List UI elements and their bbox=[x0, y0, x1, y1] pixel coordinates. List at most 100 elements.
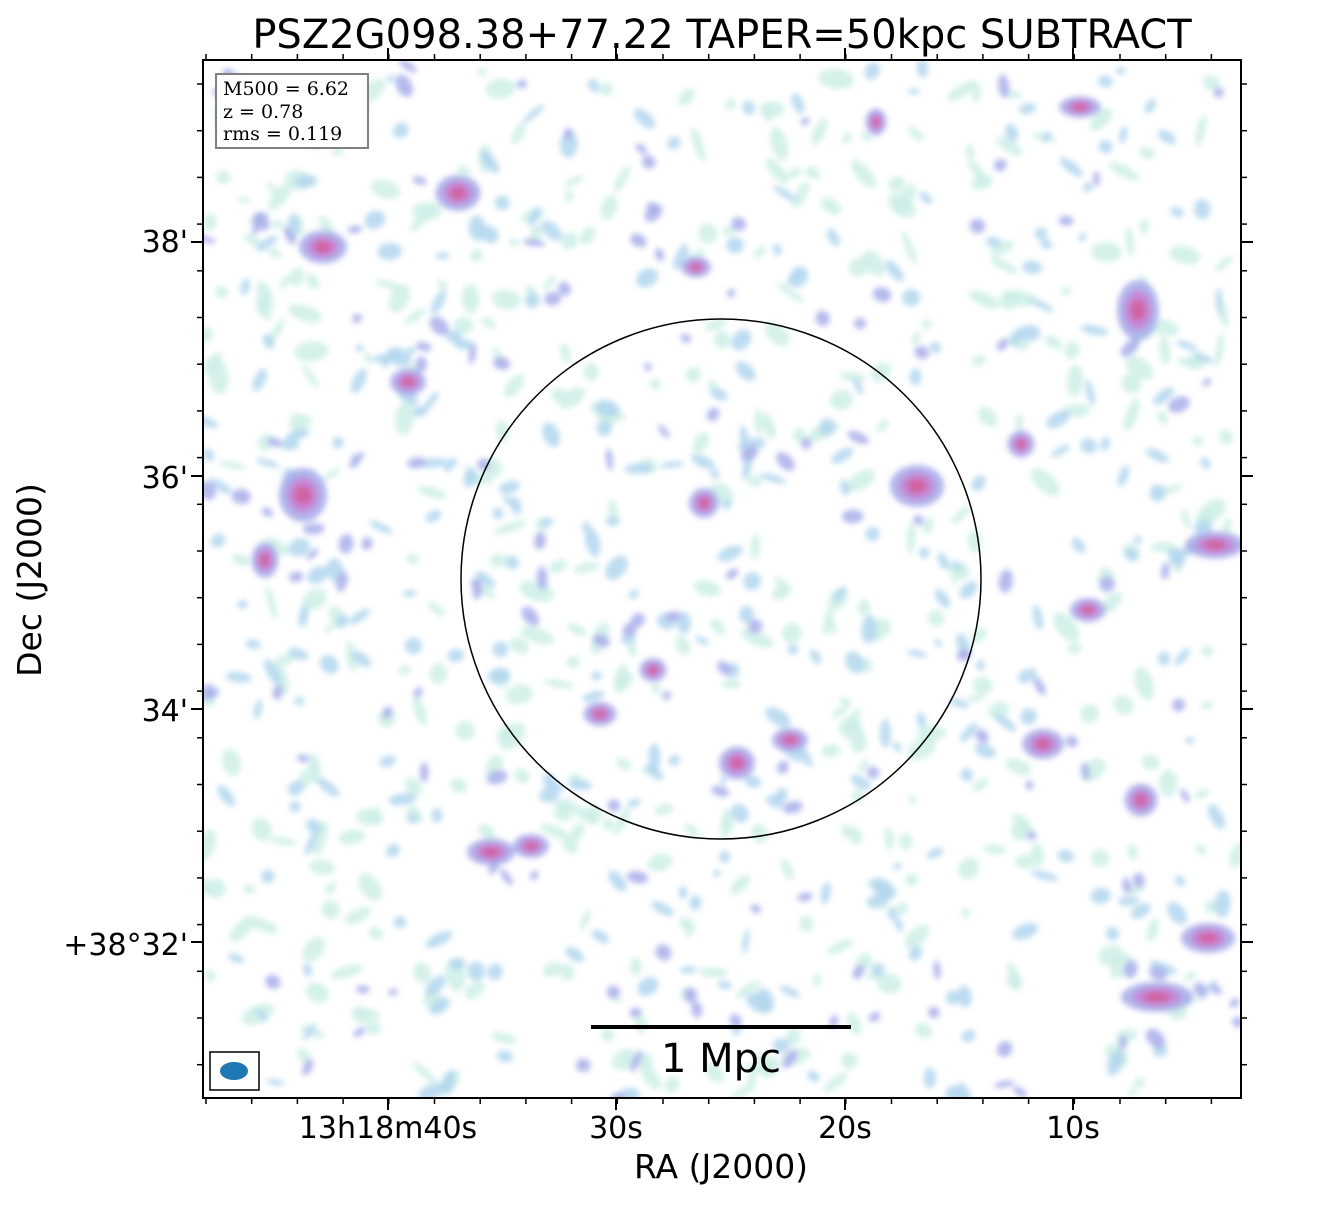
emission-blob bbox=[415, 342, 432, 352]
emission-blob bbox=[218, 461, 247, 470]
emission-blob bbox=[872, 287, 892, 303]
emission-blob bbox=[361, 537, 373, 550]
emission-blob bbox=[904, 924, 930, 948]
emission-blob bbox=[264, 659, 282, 686]
emission-blob bbox=[305, 982, 330, 1003]
emission-blob bbox=[952, 561, 962, 570]
emission-blob bbox=[712, 869, 721, 878]
emission-blob bbox=[678, 886, 688, 899]
emission-blob bbox=[336, 614, 349, 628]
emission-blob bbox=[379, 755, 397, 767]
emission-blob bbox=[717, 980, 732, 990]
emission-blob bbox=[344, 907, 371, 925]
emission-blob bbox=[1093, 171, 1100, 187]
emission-blob bbox=[1051, 444, 1071, 458]
emission-blob bbox=[523, 104, 545, 124]
emission-blob bbox=[257, 289, 271, 315]
emission-blob bbox=[1200, 701, 1214, 710]
emission-blob bbox=[1146, 918, 1159, 942]
emission-blob bbox=[595, 399, 620, 417]
emission-blob bbox=[1015, 854, 1035, 869]
y-tick-label-36: 36' bbox=[142, 461, 188, 496]
emission-blob bbox=[951, 505, 972, 525]
emission-blob bbox=[737, 437, 766, 452]
emission-blob bbox=[496, 1050, 514, 1063]
emission-blob bbox=[288, 571, 304, 583]
emission-blob bbox=[267, 437, 282, 448]
emission-blob bbox=[872, 117, 880, 127]
emission-blob bbox=[283, 226, 296, 245]
emission-blob bbox=[222, 748, 241, 777]
emission-blob bbox=[1167, 902, 1188, 925]
emission-blob bbox=[913, 514, 924, 526]
emission-blob bbox=[312, 821, 328, 856]
emission-blob bbox=[799, 915, 814, 932]
emission-blob bbox=[781, 623, 802, 644]
emission-blob bbox=[260, 553, 270, 567]
emission-blob bbox=[288, 304, 322, 323]
emission-blob bbox=[1195, 844, 1207, 855]
emission-blob bbox=[901, 231, 918, 265]
x-tick-label-10s: 10s bbox=[1046, 1111, 1100, 1146]
y-tick-label-34: 34' bbox=[142, 694, 188, 729]
emission-blob bbox=[514, 768, 530, 784]
emission-blob bbox=[934, 639, 943, 648]
emission-blob bbox=[781, 859, 794, 881]
emission-blob bbox=[272, 684, 284, 700]
emission-blob bbox=[831, 447, 854, 464]
emission-blob bbox=[651, 683, 662, 695]
emission-blob bbox=[274, 654, 295, 666]
emission-blob bbox=[1176, 357, 1201, 368]
emission-blob bbox=[823, 607, 834, 636]
emission-blob bbox=[1159, 769, 1178, 798]
emission-blob bbox=[948, 698, 970, 708]
emission-blob bbox=[256, 235, 278, 252]
emission-blob bbox=[1115, 66, 1126, 75]
emission-blob bbox=[1185, 736, 1195, 745]
emission-blob bbox=[721, 678, 741, 689]
emission-blob bbox=[620, 633, 636, 645]
emission-blob bbox=[1080, 438, 1098, 454]
emission-blob bbox=[1017, 668, 1037, 684]
emission-blob bbox=[731, 329, 752, 351]
plot-frame bbox=[202, 59, 1242, 1099]
emission-blob bbox=[1053, 612, 1080, 642]
emission-blob bbox=[1014, 414, 1024, 431]
emission-blob bbox=[1029, 297, 1054, 313]
emission-blob bbox=[719, 851, 731, 863]
emission-blob bbox=[560, 232, 578, 250]
emission-blob bbox=[208, 478, 233, 495]
emission-blob bbox=[739, 605, 755, 624]
emission-blob bbox=[698, 497, 710, 509]
emission-blob bbox=[395, 74, 413, 97]
emission-blob bbox=[635, 143, 648, 155]
emission-blob bbox=[990, 240, 1014, 257]
emission-blob bbox=[887, 907, 897, 920]
emission-blob bbox=[1229, 998, 1240, 1008]
emission-blob bbox=[412, 176, 427, 185]
emission-blob bbox=[626, 870, 649, 884]
emission-blob bbox=[352, 313, 363, 323]
emission-blob bbox=[841, 509, 864, 524]
emission-blob bbox=[862, 250, 886, 277]
emission-blob bbox=[907, 649, 928, 658]
emission-blob bbox=[648, 743, 661, 773]
emission-blob bbox=[1080, 324, 1109, 336]
emission-blob bbox=[1013, 1086, 1027, 1098]
emission-blob bbox=[415, 356, 427, 372]
emission-blob bbox=[477, 68, 487, 77]
emission-blob bbox=[994, 713, 1017, 732]
emission-blob bbox=[1139, 147, 1155, 159]
emission-blob bbox=[1134, 793, 1148, 807]
emission-blob bbox=[265, 585, 278, 620]
emission-blob bbox=[492, 289, 521, 310]
emission-blob bbox=[203, 448, 215, 462]
emission-blob bbox=[425, 510, 442, 523]
emission-blob bbox=[1010, 821, 1030, 841]
emission-blob bbox=[493, 356, 511, 370]
emission-blob bbox=[1090, 849, 1110, 867]
emission-blob bbox=[779, 985, 801, 998]
emission-blob bbox=[204, 970, 216, 982]
emission-blob bbox=[664, 1076, 680, 1093]
emission-blob bbox=[916, 712, 927, 729]
